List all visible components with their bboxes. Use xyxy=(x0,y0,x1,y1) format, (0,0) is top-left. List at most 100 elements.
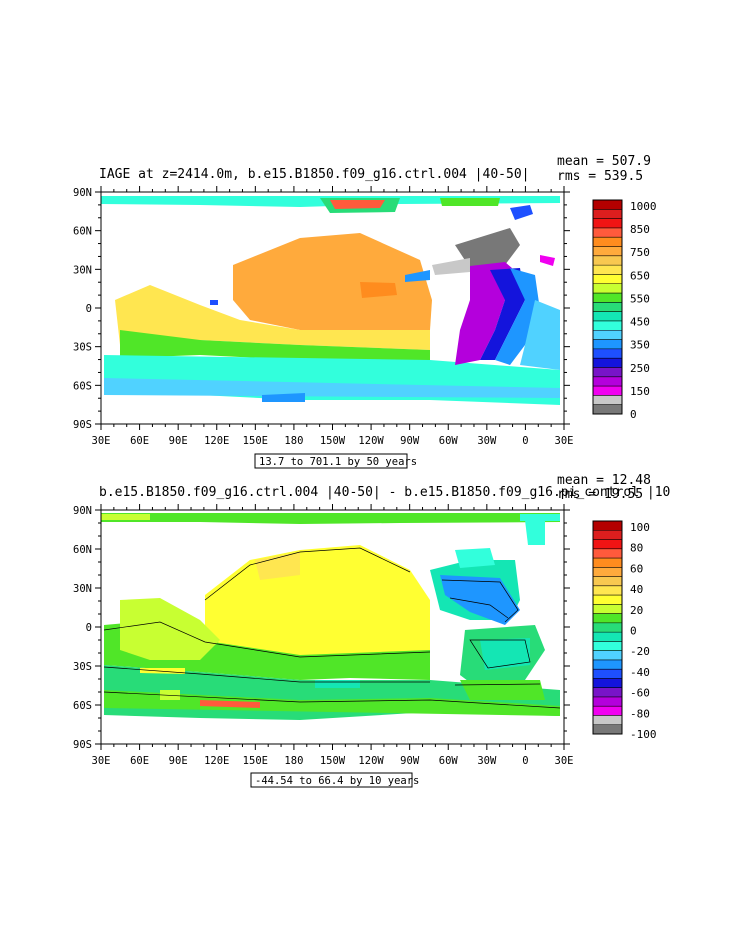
colorbar-swatch xyxy=(593,678,622,689)
panel2-map xyxy=(101,513,560,720)
colorbar-swatch xyxy=(593,395,622,406)
colorbar-swatch xyxy=(593,293,622,303)
colorbar-label: 60 xyxy=(630,562,643,575)
y-tick-label: 30S xyxy=(73,661,92,673)
x-tick-label: 30E xyxy=(92,755,111,767)
panel2-y-axis: 90N 60N 30N 0 30S 60S 90S xyxy=(73,505,570,751)
panel2-title: b.e15.B1850.f09_g16.ctrl.004 |40-50| - b… xyxy=(99,485,670,500)
x-tick-label: 30W xyxy=(477,435,497,447)
x-tick-label: 120W xyxy=(358,435,384,447)
colorbar-swatch xyxy=(593,227,622,238)
panel2-caption: -44.54 to 66.4 by 10 years xyxy=(255,775,419,787)
x-tick-label: 30W xyxy=(477,755,497,767)
x-tick-label: 60W xyxy=(439,435,459,447)
colorbar-frame xyxy=(592,520,623,735)
colorbar-swatch xyxy=(593,659,622,670)
colorbar-swatch xyxy=(593,576,622,587)
colorbar-label: 40 xyxy=(630,583,643,596)
colorbar-swatch xyxy=(593,632,622,642)
colorbar-swatch xyxy=(593,585,622,596)
panel1-caption-box xyxy=(254,453,408,469)
colorbar-swatch xyxy=(593,200,622,210)
colorbar-label: 0 xyxy=(630,625,637,638)
colorbar-label: 20 xyxy=(630,604,643,617)
x-tick-label: 120E xyxy=(204,435,229,447)
colorbar-swatch xyxy=(593,558,622,568)
y-tick-label: 90S xyxy=(73,739,92,751)
colorbar-swatch xyxy=(593,715,622,726)
colorbar-swatch xyxy=(593,613,622,624)
colorbar-swatch xyxy=(593,548,622,559)
y-tick-label: 60S xyxy=(73,380,92,392)
y-tick-label: 90N xyxy=(73,505,92,517)
y-tick-label: 60N xyxy=(73,544,92,556)
panel2-contours xyxy=(103,547,561,709)
x-tick-label: 60E xyxy=(130,435,149,447)
x-tick-label: 180 xyxy=(284,755,303,767)
colorbar-swatch xyxy=(593,320,622,331)
x-tick-label: 30E xyxy=(555,435,574,447)
panel2-colorbar: 100 80 60 40 20 0 -20 -40 -60 -80 -100 xyxy=(592,520,657,741)
colorbar-label: 550 xyxy=(630,292,650,305)
y-tick-label: 60N xyxy=(73,226,92,238)
colorbar-label: 150 xyxy=(630,385,650,398)
colorbar-label: 250 xyxy=(630,362,650,375)
colorbar-swatch xyxy=(593,622,622,633)
colorbar-swatch xyxy=(593,650,622,661)
x-tick-label: 0 xyxy=(522,755,528,767)
panel1-rms: rms = 539.5 xyxy=(557,169,643,184)
colorbar-label: -40 xyxy=(630,666,650,679)
x-tick-label: 150W xyxy=(320,755,346,767)
y-tick-label: 30N xyxy=(73,264,92,276)
panel2-mean: mean = 12.48 xyxy=(557,473,651,488)
x-tick-label: 90E xyxy=(169,755,188,767)
colorbar-swatch xyxy=(593,706,622,716)
colorbar-swatch xyxy=(593,302,622,313)
panel1-colorbar: 1000 850 750 650 550 450 350 250 150 0 xyxy=(592,199,657,421)
colorbar-swatch xyxy=(593,669,622,679)
x-tick-label: 90E xyxy=(169,435,188,447)
colorbar-label: 750 xyxy=(630,246,650,259)
colorbar-swatch xyxy=(593,283,622,294)
x-tick-label: 60W xyxy=(439,755,459,767)
x-tick-label: 150E xyxy=(243,435,268,447)
colorbar-label: 650 xyxy=(630,269,650,282)
colorbar-swatch xyxy=(593,274,622,285)
colorbar-swatch xyxy=(593,641,622,652)
colorbar-swatch xyxy=(593,604,622,615)
x-tick-label: 120W xyxy=(358,755,384,767)
colorbar-swatch xyxy=(593,367,622,378)
colorbar-label: 850 xyxy=(630,223,650,236)
panel2-rms: rms = 19.55 xyxy=(557,487,643,502)
y-tick-label: 90N xyxy=(73,187,92,199)
x-tick-label: 150E xyxy=(243,755,268,767)
colorbar-swatch xyxy=(593,265,622,275)
y-tick-label: 30S xyxy=(73,342,92,354)
x-tick-label: 120E xyxy=(204,755,229,767)
colorbar-frame xyxy=(592,199,623,415)
colorbar-swatch xyxy=(593,595,622,605)
colorbar-label: 0 xyxy=(630,408,637,421)
colorbar-swatch xyxy=(593,724,622,735)
colorbar-swatch xyxy=(593,386,622,396)
colorbar-swatch xyxy=(593,237,622,247)
colorbar-label: 1000 xyxy=(630,200,657,213)
panel2-x-axis: 30E 60E 90E 120E 150E 180 150W 120W 90W 60W 30W 0 30… xyxy=(92,504,574,767)
x-tick-label: 30E xyxy=(92,435,111,447)
x-tick-label: 30E xyxy=(555,755,574,767)
panel-difference: b.e15.B1850.f09_g16.ctrl.004 |40-50| - b… xyxy=(73,473,670,788)
colorbar-swatch xyxy=(593,358,622,368)
x-tick-label: 180 xyxy=(284,435,303,447)
y-tick-label: 0 xyxy=(86,622,92,634)
colorbar-swatch xyxy=(593,687,622,698)
colorbar-label: -80 xyxy=(630,707,650,720)
panel1-x-axis: 30E 60E 90E 120E 150E 180 150W 120W 90W 60W 30W 0 30… xyxy=(92,186,574,447)
colorbar-label: 100 xyxy=(630,521,650,534)
y-tick-label: 90S xyxy=(73,419,92,431)
panel1-map xyxy=(101,196,560,405)
colorbar-swatch xyxy=(593,530,622,540)
panel2-caption-box xyxy=(250,772,413,788)
x-tick-label: 60E xyxy=(130,755,149,767)
x-tick-label: 0 xyxy=(522,435,528,447)
